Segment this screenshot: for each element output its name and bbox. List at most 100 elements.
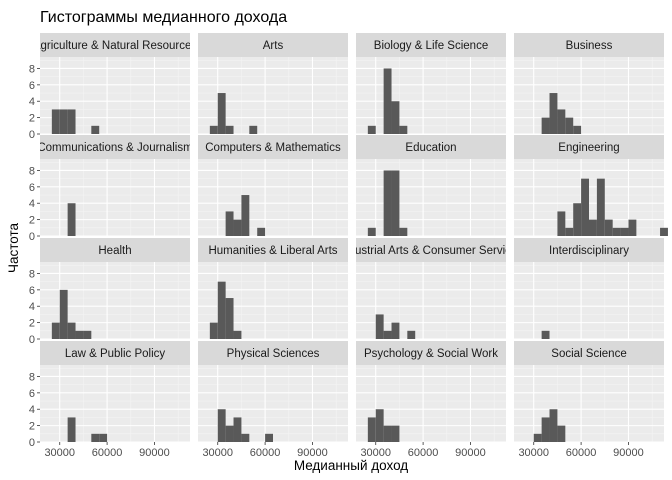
histogram-bar <box>367 125 376 134</box>
facet-strip <box>514 238 664 262</box>
histogram-bar <box>383 68 392 134</box>
facet-panel: Humanities & Liberal Arts <box>198 238 348 340</box>
facet-strip <box>514 135 664 159</box>
histogram-bar <box>407 330 416 339</box>
facet-strip <box>514 341 664 365</box>
facet-panel: Industrial Arts & Consumer Services <box>339 238 523 340</box>
histogram-bar <box>67 322 76 339</box>
facet-strip-label: Industrial Arts & Consumer Services <box>339 245 523 257</box>
facet-strip <box>40 33 190 57</box>
histogram-bar <box>604 219 613 236</box>
facet-panel-bg <box>514 262 664 339</box>
histogram-bar <box>209 322 218 339</box>
histogram-bar <box>391 322 400 339</box>
histogram-bar <box>375 409 384 442</box>
histogram-bar <box>67 109 76 134</box>
facet-strip-label: Agriculture & Natural Resources <box>33 40 198 52</box>
facet-panel: Business <box>514 33 664 135</box>
histogram-bar <box>565 117 574 134</box>
facet-strip <box>198 341 348 365</box>
facet-strip-label: Computers & Mathematics <box>205 142 341 154</box>
histogram-bar <box>383 170 392 236</box>
histogram-bar <box>549 93 558 134</box>
histogram-bar <box>557 425 566 442</box>
facet-panel-bg <box>514 57 664 134</box>
x-tick-label: 90000 <box>455 447 486 459</box>
histogram-bar <box>367 227 376 236</box>
facet-strip-label: Social Science <box>551 348 626 360</box>
x-tick-label: 30000 <box>202 447 233 459</box>
histogram-bar <box>249 125 258 134</box>
histogram-bar <box>59 109 68 134</box>
y-tick-label: 4 <box>29 198 35 210</box>
histogram-bar <box>533 433 542 442</box>
histogram-bar <box>383 425 392 442</box>
facet-panel-bg <box>198 159 348 236</box>
facet-strip <box>40 341 190 365</box>
x-tick-label: 60000 <box>566 447 597 459</box>
facet-strip <box>356 135 506 159</box>
histogram-bar <box>265 433 273 442</box>
facet-strip-label: Education <box>405 142 456 154</box>
histogram-bar <box>51 109 60 134</box>
facet-strip <box>356 341 506 365</box>
x-tick-label: 60000 <box>250 447 281 459</box>
x-tick-label: 60000 <box>92 447 123 459</box>
x-tick-label: 30000 <box>44 447 75 459</box>
facet-strip-label: Interdisciplinary <box>549 245 629 257</box>
facet-panel: Social Science <box>514 341 664 443</box>
y-tick-label: 4 <box>29 301 35 313</box>
facet-strip <box>356 33 506 57</box>
histogram-bar <box>581 178 589 236</box>
histogram-bar <box>83 330 92 339</box>
histogram-bar <box>91 433 100 442</box>
facet-panel: Communications & Journalism <box>37 135 192 237</box>
facet-strip <box>356 238 506 262</box>
histogram-bar <box>620 227 629 236</box>
y-tick-label: 2 <box>29 215 35 227</box>
histogram-bar <box>209 125 218 134</box>
histogram-bar <box>383 330 392 339</box>
y-tick-label: 6 <box>29 285 35 297</box>
histogram-bar <box>541 417 550 442</box>
facet-panel: Education <box>356 135 506 237</box>
histogram-bar <box>225 125 234 134</box>
facet-panel-bg <box>40 159 190 236</box>
histogram-bar <box>99 433 108 442</box>
histogram-bar <box>233 330 242 339</box>
facet-panel: Computers & Mathematics <box>198 135 348 237</box>
facet-strip-label: Communications & Journalism <box>37 142 192 154</box>
facet-panel: Biology & Life Science <box>356 33 506 135</box>
x-tick-label: 60000 <box>408 447 439 459</box>
histogram-bar <box>217 93 226 134</box>
histogram-bar <box>225 211 234 236</box>
histogram-bar <box>399 227 408 236</box>
histogram-bar <box>391 101 400 134</box>
histogram-bar <box>67 203 76 236</box>
facet-panel-bg <box>514 365 664 442</box>
histogram-bar <box>541 330 550 339</box>
histogram-bar <box>217 409 226 442</box>
histogram-bar <box>75 330 84 339</box>
histogram-bar <box>225 298 234 339</box>
y-tick-label: 2 <box>29 113 35 125</box>
histogram-bar <box>257 227 266 236</box>
histogram-bar <box>589 219 597 236</box>
facet-panel: Health <box>40 238 190 340</box>
y-tick-label: 2 <box>29 421 35 433</box>
facet-strip-label: Engineering <box>558 142 619 154</box>
histogram-bar <box>399 125 408 134</box>
histogram-bar <box>573 203 582 236</box>
histogram-bar <box>375 314 384 339</box>
x-tick-label: 90000 <box>613 447 644 459</box>
facet-panel: Engineering <box>514 135 668 237</box>
y-tick-label: 6 <box>29 388 35 400</box>
histogram-bar <box>241 433 250 442</box>
facet-strip-label: Law & Public Policy <box>65 348 166 360</box>
y-tick-label: 8 <box>29 371 35 383</box>
y-axis-label: Частота <box>6 222 21 273</box>
histogram-bar <box>51 322 60 339</box>
facet-strip <box>40 135 190 159</box>
facet-strip <box>514 33 664 57</box>
facet-strip-label: Psychology & Social Work <box>364 348 498 360</box>
